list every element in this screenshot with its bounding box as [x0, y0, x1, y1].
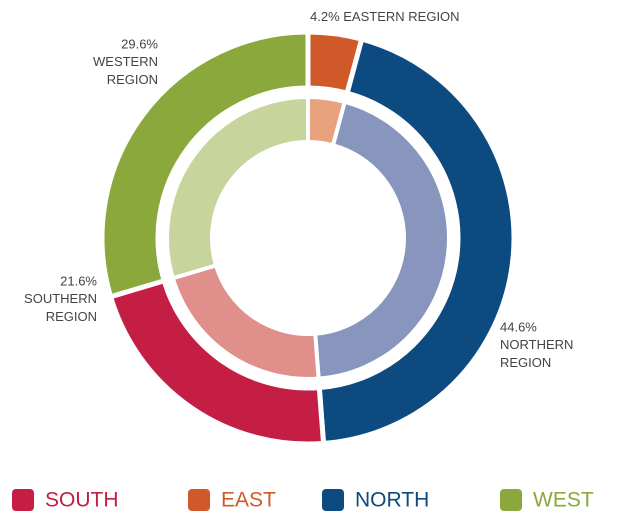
value-label: 4.2% — [310, 9, 340, 24]
label-line: SOUTHERN — [24, 291, 97, 306]
label-line: REGION — [107, 72, 158, 87]
inner-segment — [313, 99, 451, 381]
value-label: 44.6% — [500, 319, 537, 334]
category-label: EASTERN REGION — [343, 9, 459, 24]
label-line: REGION — [500, 355, 551, 370]
legend-label: EAST — [221, 489, 276, 512]
legend-label: NORTH — [355, 489, 429, 512]
category-label: NORTHERN REGION — [500, 337, 573, 370]
donut-segment — [316, 36, 517, 447]
label-line: REGION — [46, 309, 97, 324]
label-line: WESTERN — [93, 54, 158, 69]
legend-label: SOUTH — [45, 489, 119, 512]
category-label: SOUTHERN REGION — [24, 291, 97, 324]
legend-swatch — [500, 489, 522, 511]
value-label: 21.6% — [60, 273, 97, 288]
donut-segment — [99, 29, 311, 300]
inner-segment — [165, 94, 310, 281]
legend-swatch — [12, 489, 34, 511]
value-label: 29.6% — [121, 36, 158, 51]
category-label: WESTERN REGION — [93, 54, 158, 87]
slice-label: 4.2% EASTERN REGION — [310, 9, 460, 24]
legend-swatch — [188, 489, 210, 511]
legend-label: WEST — [533, 489, 594, 512]
label-line: NORTHERN — [500, 337, 573, 352]
legend-swatch — [322, 489, 344, 511]
